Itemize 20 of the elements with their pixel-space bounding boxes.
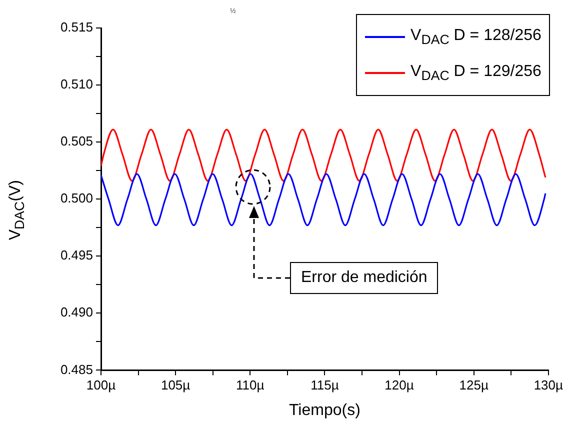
y-tick-label: 0.500 — [60, 190, 93, 206]
y-tick-label: 0.505 — [60, 134, 93, 149]
annotation: Error de medición — [290, 262, 438, 294]
legend-label: V$_{DAC}$ D = 129/256 — [410, 62, 542, 84]
x-tick-label: 110µ — [236, 378, 265, 393]
x-tick-label: 115µ — [310, 378, 340, 393]
x-axis-title: Tiempo(s) — [288, 402, 360, 419]
line-series — [101, 128, 546, 182]
x-tick-label: 120µ — [384, 378, 414, 393]
legend-label: V$_{DAC}$ D = 128/256 — [410, 26, 542, 48]
y-tick-label: 0.510 — [60, 76, 93, 92]
y-tick-label: 0.485 — [60, 362, 93, 377]
line-series — [101, 173, 546, 226]
y-tick-label: 0.515 — [60, 20, 93, 35]
y-tick-label: 0.490 — [60, 304, 93, 320]
x-tick-label: 130µ — [534, 378, 564, 393]
x-tick-label: 105µ — [160, 378, 191, 393]
y-tick-label: 0.495 — [60, 248, 93, 263]
x-tick-label: 100µ — [86, 378, 116, 393]
x-tick-label: 125µ — [459, 378, 489, 393]
